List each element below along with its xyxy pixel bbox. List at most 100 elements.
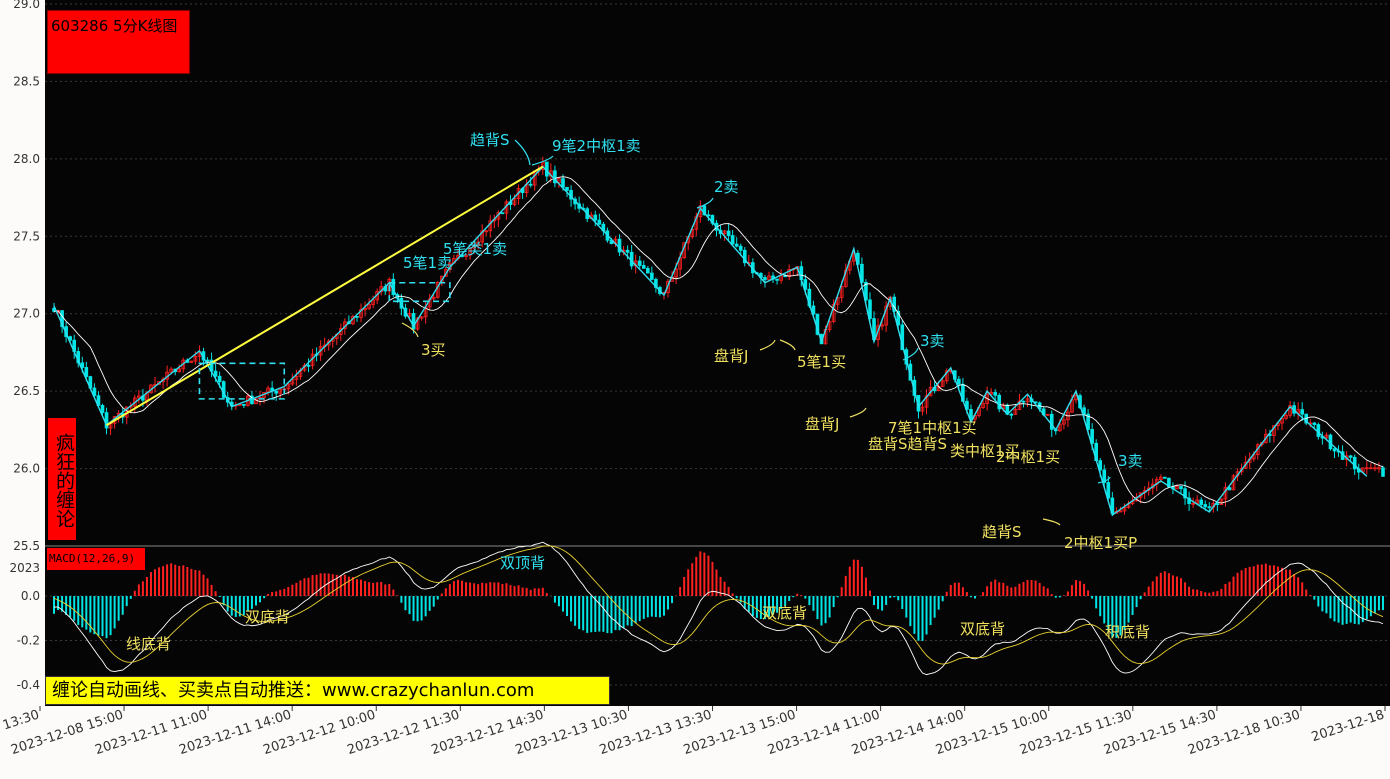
- signal-annotation: 类中枢1买: [950, 442, 1020, 460]
- candle-body: [217, 375, 222, 383]
- candle-body: [1365, 467, 1369, 470]
- bi-stroke-line: [53, 165, 1368, 517]
- candle-body: [997, 394, 1002, 410]
- ma-line: [53, 176, 1384, 504]
- candle-body: [650, 272, 654, 280]
- candle-body: [294, 375, 299, 380]
- candle-body: [811, 305, 816, 315]
- candle-body: [1300, 409, 1305, 415]
- candle-body: [1163, 476, 1167, 479]
- candle-body: [674, 268, 678, 278]
- candle-body: [1332, 448, 1337, 452]
- candle-body: [1227, 487, 1232, 491]
- candle-body: [286, 383, 291, 390]
- candle-body: [1348, 455, 1353, 458]
- candle-body: [868, 299, 872, 319]
- candle-body: [137, 395, 141, 399]
- candle-body: [726, 230, 731, 236]
- signal-annotation: 5笔1卖: [403, 254, 452, 272]
- macd-annotation: 线底背: [126, 635, 171, 653]
- candle-body: [472, 245, 476, 249]
- chart-title: 603286 5分K线图: [51, 17, 178, 35]
- candle-body: [1199, 499, 1204, 505]
- candle-body: [734, 243, 739, 247]
- candle-body: [407, 313, 412, 317]
- signal-annotation: 盘背J: [714, 347, 748, 365]
- candle-body: [1191, 502, 1195, 505]
- y-tick-label: 26.0: [13, 462, 40, 476]
- candle-body: [1179, 485, 1183, 490]
- candle-body: [157, 381, 161, 385]
- candle-body: [254, 398, 258, 405]
- candle-body: [940, 380, 945, 387]
- candle-body: [957, 378, 961, 385]
- annotation-arrow: [902, 347, 919, 361]
- annotation-arrow: [531, 155, 554, 166]
- chart-title-box: 603286 5分K线图: [47, 10, 190, 74]
- candle-body: [597, 219, 602, 225]
- candle-body: [864, 281, 868, 301]
- zhongshu-box: [388, 281, 451, 303]
- signal-annotation: 3买: [421, 341, 446, 359]
- candle-body: [444, 269, 448, 277]
- candle-body: [480, 230, 485, 243]
- candle-body: [1219, 498, 1224, 505]
- macd-dif-line: [54, 541, 1384, 676]
- candle-body: [924, 395, 929, 408]
- signal-annotation: 趋背S: [982, 523, 1022, 541]
- macd-label: MACD(12,26,9): [47, 548, 145, 570]
- candle-body: [625, 249, 630, 253]
- promo-banner[interactable]: 缠论自动画线、买卖点自动推送：www.crazychanlun.com: [45, 676, 610, 705]
- candle-body: [730, 235, 735, 245]
- candle-body: [666, 280, 670, 294]
- candle-body: [193, 355, 198, 362]
- candle-body: [528, 183, 533, 186]
- candle-body: [1098, 460, 1103, 471]
- candle-body: [787, 268, 792, 278]
- candle-body: [742, 249, 747, 264]
- candle-body: [306, 364, 311, 367]
- candle-body: [371, 299, 375, 305]
- candle-body: [1288, 405, 1292, 416]
- candle-body: [238, 403, 242, 406]
- y-tick-label: 29.0: [13, 0, 40, 11]
- macd-annotation: 积底背: [1105, 623, 1150, 641]
- signal-annotation: 2卖: [714, 178, 739, 196]
- candle-body: [993, 392, 998, 396]
- candle-body: [553, 170, 557, 184]
- candle-body: [763, 277, 767, 281]
- candle-body: [476, 241, 480, 246]
- signal-annotation: 5笔类1卖: [443, 240, 507, 258]
- candle-body: [1013, 409, 1018, 415]
- annotation-arrow: [779, 339, 796, 351]
- macd-annotation: 双底背: [762, 604, 807, 622]
- candle-body: [1158, 476, 1163, 481]
- candle-body: [415, 317, 420, 330]
- signal-annotation: 盘背S趋背S: [868, 435, 947, 453]
- candle-body: [1102, 469, 1107, 483]
- candle-body: [1009, 413, 1014, 416]
- candle-body: [242, 403, 246, 406]
- candle-body: [645, 267, 650, 274]
- candle-body: [1187, 497, 1191, 504]
- candle-body: [928, 386, 933, 397]
- segment-line: [106, 165, 544, 427]
- candle-body: [1062, 419, 1066, 425]
- annotation-arrow: [514, 139, 531, 166]
- candle-body: [1381, 467, 1385, 477]
- candle-body: [1373, 467, 1377, 470]
- candle-body: [1369, 467, 1373, 470]
- y-tick-label: 26.5: [13, 384, 40, 398]
- candle-body: [1207, 506, 1212, 509]
- candle-body: [1118, 510, 1123, 513]
- candle-body: [1086, 413, 1090, 430]
- candle-body: [1122, 507, 1127, 512]
- candle-body: [1344, 455, 1349, 460]
- candle-body: [177, 368, 182, 373]
- y-tick-label: 25.5: [13, 539, 40, 553]
- candle-body: [1017, 400, 1022, 410]
- candle-body: [1324, 434, 1329, 439]
- annotation-arrow: [759, 339, 776, 351]
